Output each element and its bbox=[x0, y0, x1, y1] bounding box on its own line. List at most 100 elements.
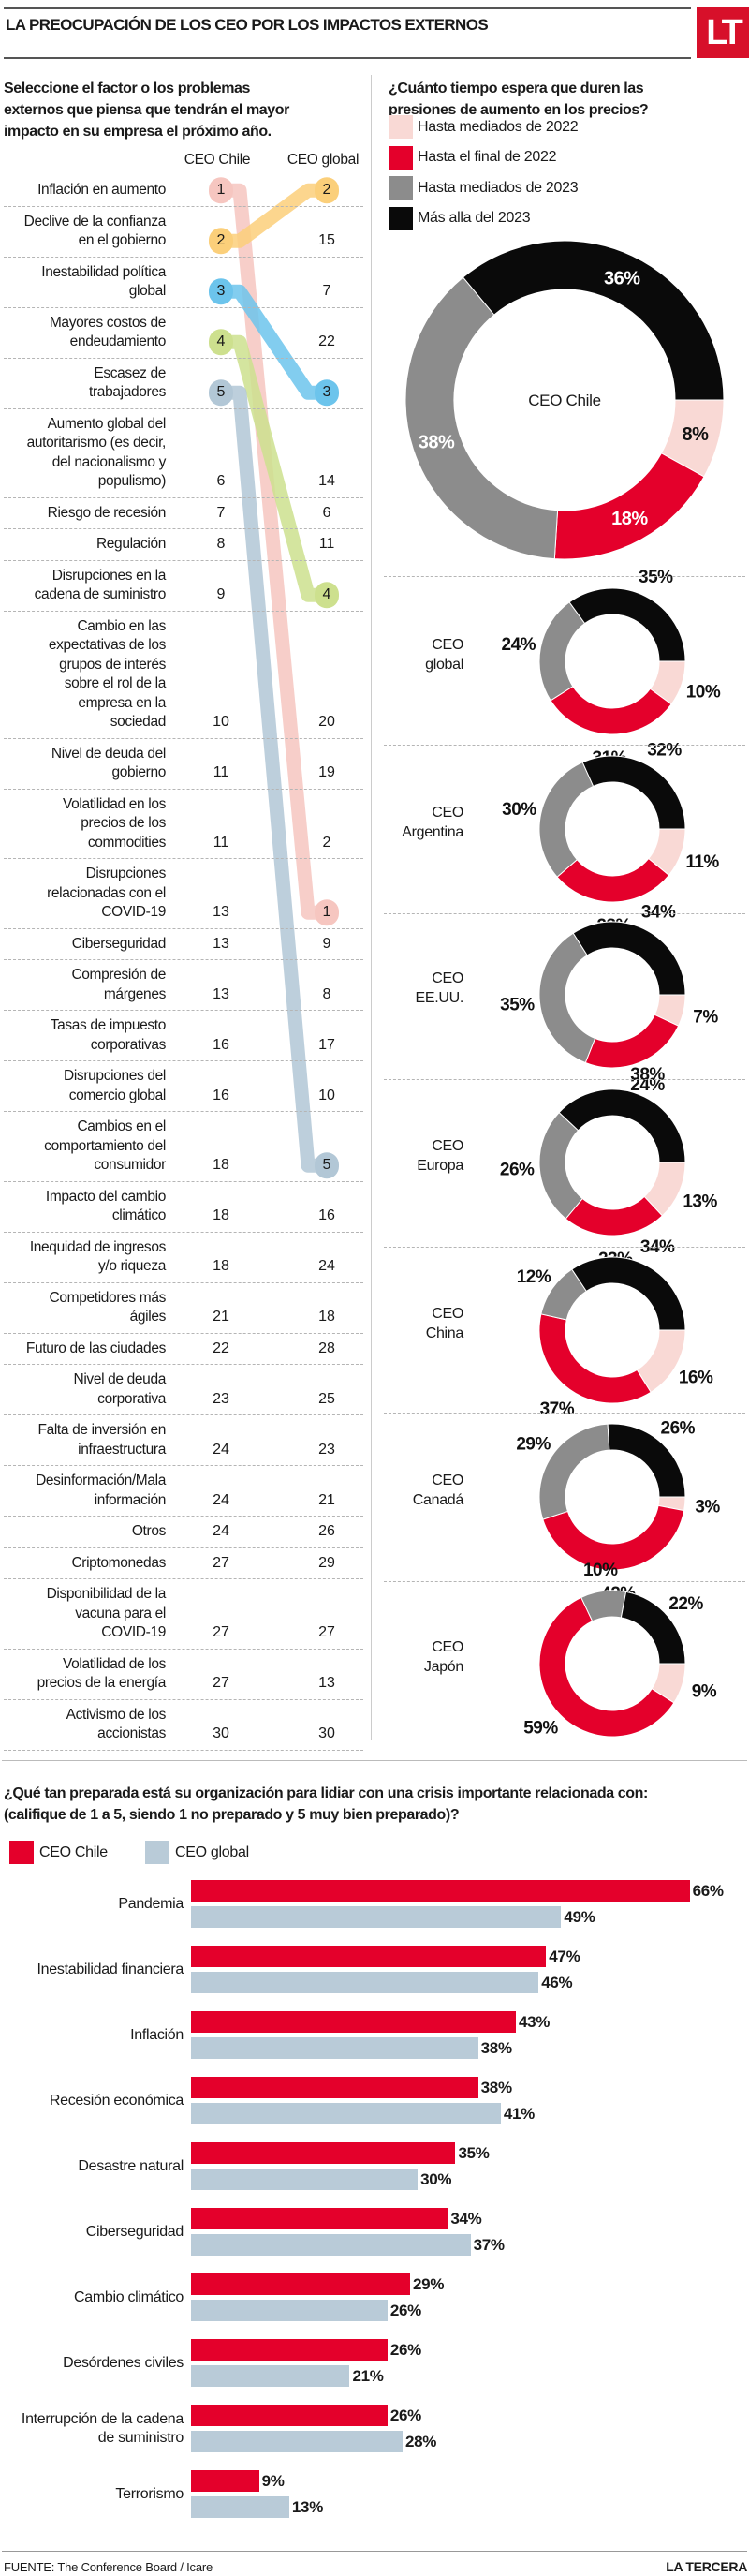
bar-chile bbox=[191, 2142, 456, 2164]
bar-global bbox=[191, 2234, 471, 2256]
preparedness-question: ¿Qué tan preparada está su organización … bbox=[4, 1785, 648, 1823]
table-row: Disrupciones del comercio global 16 10 bbox=[4, 1061, 363, 1112]
factor-label: Otros bbox=[131, 1523, 167, 1539]
donut-value-label: 12% bbox=[517, 1267, 551, 1287]
factor-label: Declive de la confianza en el gobierno bbox=[23, 213, 167, 249]
rank-global: 30 bbox=[318, 1725, 335, 1741]
bar-chile bbox=[191, 2208, 448, 2229]
table-row: Cambio en las expectativas de los grupos… bbox=[4, 612, 363, 739]
donut-value-label: 35% bbox=[500, 996, 535, 1015]
donut-divider bbox=[384, 1581, 745, 1582]
table-row: Nivel de deuda corporativa 23 25 bbox=[4, 1365, 363, 1415]
table-row: Inestabilidad política global 3 7 bbox=[4, 258, 363, 308]
rank-global: 3 bbox=[322, 384, 331, 400]
bar-value-label: 37% bbox=[473, 2236, 505, 2254]
table-row: Compresión de márgenes 13 8 bbox=[4, 960, 363, 1011]
rank-chile: 16 bbox=[213, 1087, 229, 1103]
rank-global: 20 bbox=[318, 714, 335, 730]
legend-swatch bbox=[389, 206, 413, 230]
factor-label: Riesgo de recesión bbox=[47, 504, 167, 521]
donut-divider bbox=[384, 576, 745, 577]
rank-chile: 30 bbox=[213, 1725, 229, 1741]
bar-value-label: 26% bbox=[389, 2302, 421, 2319]
bar-global bbox=[191, 2365, 350, 2387]
rank-global: 23 bbox=[318, 1441, 335, 1458]
donut-segment-hasta-final-2022 bbox=[584, 1014, 680, 1069]
donut-divider bbox=[384, 1247, 745, 1248]
donut-divider bbox=[384, 913, 745, 914]
top-rule bbox=[4, 7, 691, 9]
rank-chile: 13 bbox=[213, 935, 229, 952]
legend-global: CEO global bbox=[145, 1841, 249, 1864]
bar-value-label: 46% bbox=[541, 1974, 573, 1991]
rank-global: 29 bbox=[318, 1554, 335, 1571]
table-row: Declive de la confianza en el gobierno 2 1… bbox=[4, 207, 363, 258]
rank-chile: 18 bbox=[213, 1157, 229, 1173]
factor-label: Regulación bbox=[95, 536, 166, 552]
donut-divider bbox=[384, 745, 745, 746]
table-row: Volatilidad en los precios de los commod… bbox=[4, 790, 363, 859]
legend-label: CEO global bbox=[175, 1843, 249, 1860]
donut-segment-hasta-final-2022 bbox=[565, 1195, 664, 1236]
bar-global bbox=[191, 1972, 539, 1993]
donut-segment-mas-alla-2023 bbox=[571, 1256, 686, 1331]
donut-value-label: 26% bbox=[661, 1419, 696, 1439]
table-row: Volatilidad de los precios de la energía… bbox=[4, 1650, 363, 1700]
factor-label: Disrupciones del comercio global bbox=[64, 1068, 166, 1103]
factor-label: Inestabilidad política global bbox=[41, 263, 166, 300]
bar-category-label: Inflación bbox=[130, 2026, 184, 2043]
table-row: Escasez de trabajadores 5 3 bbox=[4, 359, 363, 409]
bar-category-label: Pandemia bbox=[118, 1895, 184, 1912]
donut-country-label: CEO Argentina bbox=[402, 805, 463, 840]
donut-segment-hasta-final-2022 bbox=[538, 1596, 675, 1738]
legend-swatch bbox=[389, 145, 413, 170]
donut-value-label: 30% bbox=[502, 800, 536, 820]
title-rule bbox=[4, 57, 691, 59]
donut-segment-hasta-final-2022 bbox=[556, 857, 670, 903]
donut-value-label: 36% bbox=[604, 269, 640, 289]
donut-value-label: 38% bbox=[419, 432, 455, 452]
bar-category-label: Ciberseguridad bbox=[85, 2223, 184, 2240]
factor-label: Escasez de trabajadores bbox=[89, 364, 166, 401]
rank-global: 24 bbox=[318, 1258, 335, 1274]
donut-value-label: 16% bbox=[679, 1369, 713, 1388]
legend-label: CEO Chile bbox=[39, 1843, 108, 1860]
factor-label: Volatilidad en los precios de los commod… bbox=[62, 795, 166, 851]
donut-value-label: 38% bbox=[630, 1065, 665, 1085]
rank-chile: 18 bbox=[213, 1207, 229, 1223]
donut-country-label: CEO Europa bbox=[417, 1138, 463, 1174]
legend-label: Hasta mediados de 2022 bbox=[418, 118, 579, 135]
donut-country-label: CEO China bbox=[425, 1306, 464, 1341]
legend-item: Más alla del 2023 bbox=[389, 206, 531, 230]
rank-chile: 11 bbox=[213, 834, 229, 851]
bar-value-label: 35% bbox=[458, 2144, 490, 2162]
bar-value-label: 13% bbox=[291, 2498, 324, 2516]
factor-label: Futuro de las ciudades bbox=[25, 1340, 166, 1356]
bar-global bbox=[191, 2037, 478, 2059]
bar-value-label: 28% bbox=[404, 2433, 437, 2450]
bar-chile bbox=[191, 2077, 478, 2098]
rank-chile: 16 bbox=[213, 1036, 229, 1053]
donut-divider bbox=[384, 1079, 745, 1080]
bar-category-label: Recesión económica bbox=[49, 2092, 184, 2109]
legend-swatch bbox=[9, 1841, 34, 1864]
donut-value-label: 18% bbox=[611, 509, 648, 529]
factor-label: Criptomonedas bbox=[71, 1554, 166, 1571]
legend-item: Hasta mediados de 2023 bbox=[389, 176, 579, 200]
donut-value-label: 8% bbox=[683, 424, 710, 445]
factor-label: Inequidad de ingresos y/o riqueza bbox=[29, 1238, 167, 1275]
rank-global: 1 bbox=[322, 904, 331, 920]
factor-label: Aumento global del autoritarismo (es dec… bbox=[26, 415, 167, 490]
bar-value-label: 47% bbox=[549, 1947, 580, 1965]
table-row: Activismo de los accionistas 30 30 bbox=[4, 1700, 363, 1751]
donut-value-label: 22% bbox=[668, 1594, 703, 1614]
bar-chile bbox=[191, 2011, 516, 2033]
donut-segment-hasta-mediados-2023 bbox=[538, 932, 596, 1064]
legend-swatch bbox=[389, 176, 413, 200]
bar-value-label: 29% bbox=[413, 2275, 445, 2293]
donut-value-label: 37% bbox=[540, 1399, 575, 1419]
table-row: Inflación en aumento 1 2 bbox=[4, 175, 363, 207]
bar-value-label: 34% bbox=[450, 2210, 482, 2228]
rank-chile: 8 bbox=[216, 536, 226, 552]
table-row: Regulación 8 11 bbox=[4, 529, 363, 561]
